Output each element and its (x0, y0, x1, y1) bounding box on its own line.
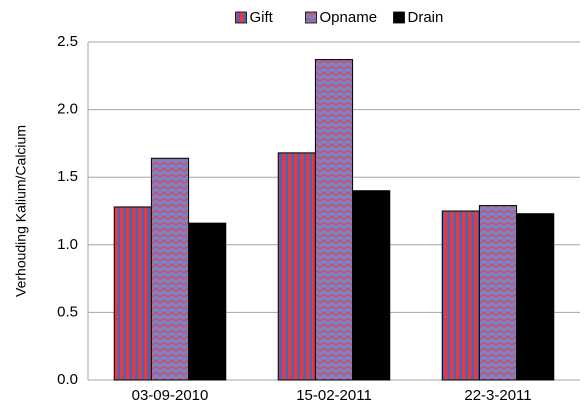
x-tick-label: 22-3-2011 (464, 387, 531, 404)
legend-swatch (305, 11, 317, 24)
y-tick-label: 0.0 (57, 371, 78, 388)
y-tick-label: 0.5 (57, 303, 78, 320)
x-tick-label: 03-09-2010 (132, 387, 209, 404)
bar (150, 157, 190, 381)
y-tick-label: 1.0 (57, 236, 78, 253)
y-tick-label: 2.0 (57, 101, 78, 118)
bar (441, 210, 480, 381)
bar (352, 190, 391, 381)
legend-label: Drain (408, 9, 444, 26)
bar (478, 205, 518, 381)
y-axis-label: Verhouding Kalium/Calcium (13, 125, 29, 297)
legend-swatch (235, 11, 247, 24)
x-tick-label: 15-02-2011 (296, 387, 372, 404)
bar (188, 222, 227, 381)
bar (314, 59, 354, 381)
y-tick-label: 1.5 (57, 168, 78, 185)
y-tick-label: 2.5 (57, 33, 78, 50)
legend-label: Gift (250, 9, 274, 26)
legend-swatch (393, 11, 405, 24)
legend-label: Opname (320, 9, 378, 26)
bar (277, 152, 316, 381)
bar (516, 213, 555, 381)
bar (113, 206, 152, 381)
